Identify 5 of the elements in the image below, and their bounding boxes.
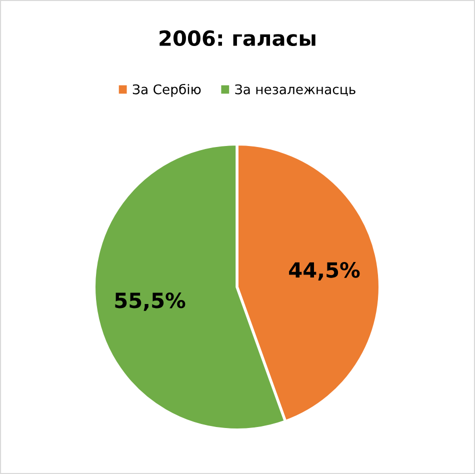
data-label: 55,5% [115, 292, 186, 311]
legend-label: За Сербію [132, 84, 201, 97]
data-label: 44,5% [289, 262, 360, 280]
chart-title: 2006: галасы [160, 30, 316, 46]
legend-label: За незалежнасць [235, 84, 356, 96]
